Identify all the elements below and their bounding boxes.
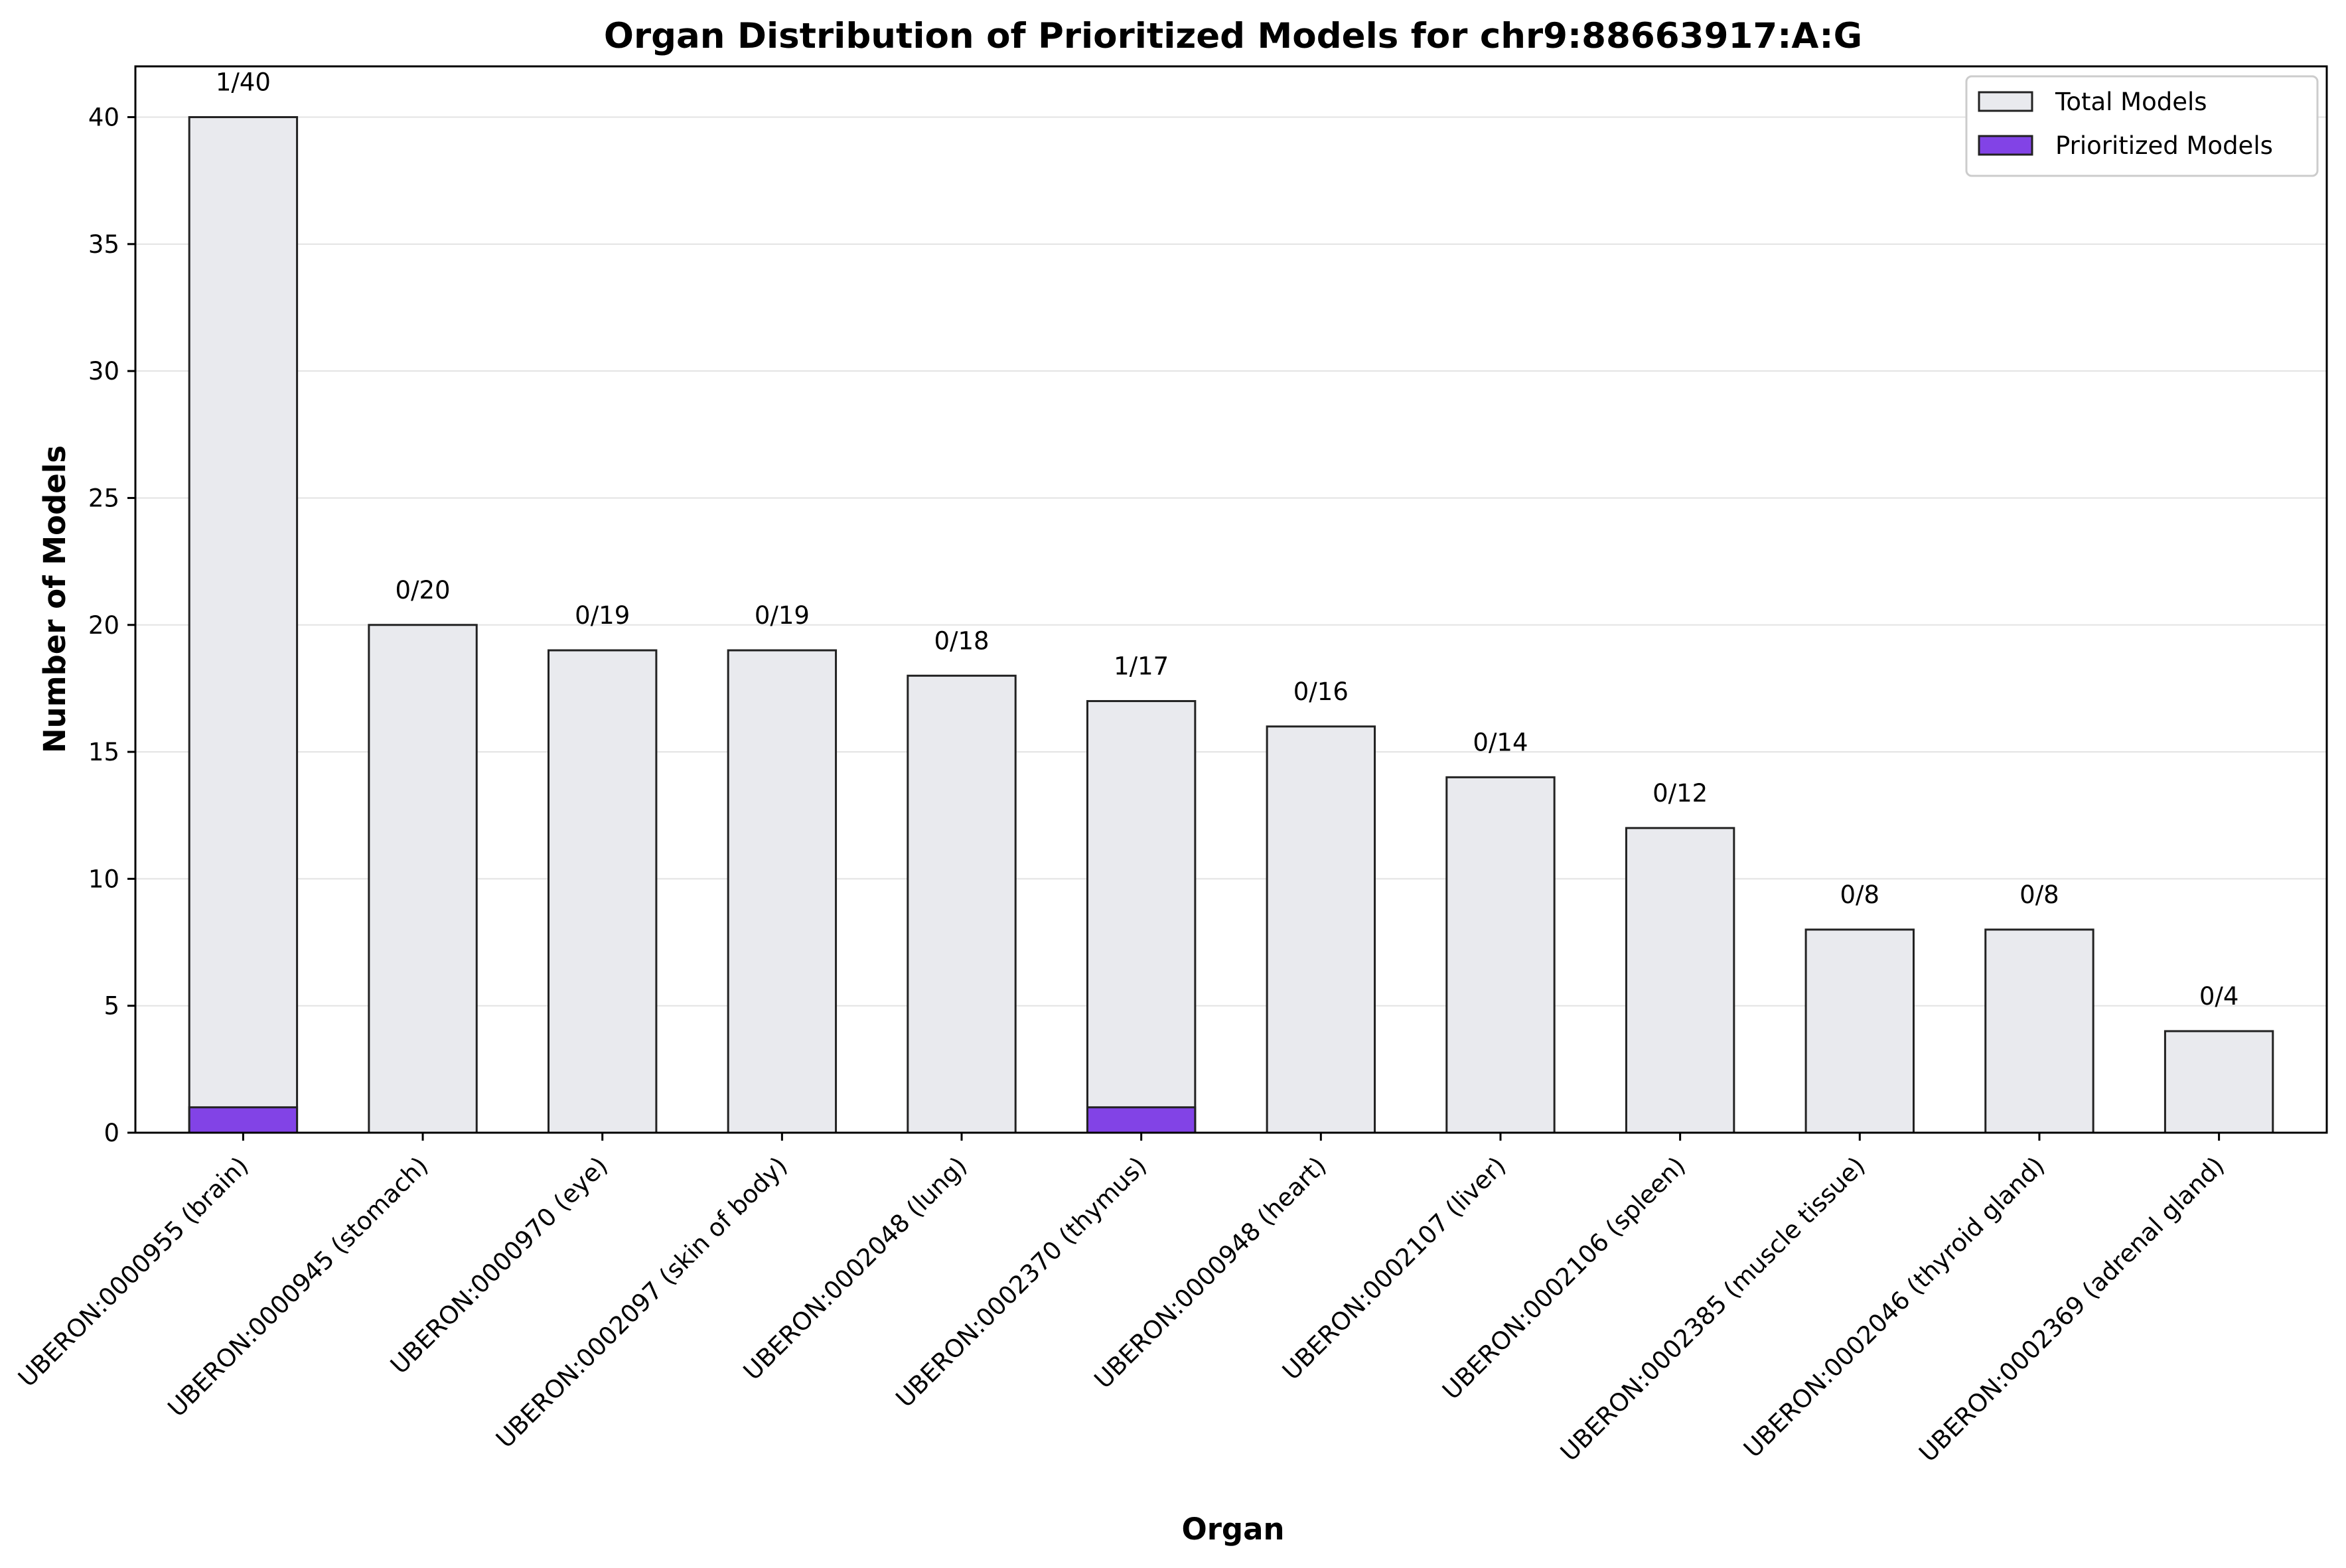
y-axis-label: Number of Models (37, 445, 72, 753)
plot-area-frame (134, 65, 2328, 1134)
data-label: 0/4 (2199, 982, 2239, 1011)
data-label: 0/19 (575, 601, 630, 630)
bar-total (2163, 1030, 2274, 1134)
data-label: 1/40 (216, 68, 271, 97)
y-tick-label: 30 (88, 357, 119, 386)
data-label: 0/18 (934, 626, 989, 655)
data-label: 0/20 (396, 576, 451, 605)
bar-prioritized (1086, 1106, 1197, 1134)
bar-total (1266, 725, 1376, 1134)
bar-total (907, 674, 1017, 1134)
y-tick-label: 10 (88, 865, 119, 893)
y-tick-label: 0 (104, 1119, 119, 1147)
legend-label-prioritized: Prioritized Models (2055, 131, 2273, 160)
bar-total (368, 624, 478, 1134)
data-label: 0/8 (2019, 881, 2059, 909)
legend: Total Models Prioritized Models (1965, 75, 2319, 177)
y-tick-label: 20 (88, 611, 119, 640)
y-tick-label: 25 (88, 484, 119, 512)
legend-swatch-prioritized (1978, 135, 2033, 156)
data-label: 0/8 (1840, 881, 1880, 909)
data-label: 1/17 (1114, 652, 1169, 681)
data-label: 0/12 (1652, 779, 1708, 808)
legend-frame (1965, 75, 2319, 177)
chart-title: Organ Distribution of Prioritized Models… (604, 16, 1862, 56)
legend-swatch-total (1978, 91, 2033, 112)
data-label: 0/14 (1473, 728, 1528, 756)
y-axis: 0 5 10 15 20 25 30 35 40 (88, 104, 135, 1147)
bar-prioritized (188, 1106, 299, 1134)
data-label: 0/16 (1293, 677, 1349, 706)
bar-total (1984, 928, 2094, 1134)
bar-total (188, 116, 299, 1134)
x-axis-label: Organ (1181, 1512, 1284, 1547)
y-tick-label: 5 (104, 992, 119, 1021)
bar-total (548, 649, 658, 1134)
bar-total (1086, 700, 1197, 1134)
legend-label-total: Total Models (2055, 88, 2207, 116)
bar-total (1804, 928, 1915, 1134)
bar-total (1445, 776, 1556, 1134)
bar-total (1625, 827, 1735, 1134)
y-tick-label: 15 (88, 738, 119, 766)
y-tick-label: 40 (88, 104, 119, 132)
value-labels: 1/40 0/20 0/19 0/19 0/18 1/17 0/16 0/14 0/12 0/8 0… (216, 68, 2239, 1011)
bar-total (727, 649, 838, 1134)
y-tick-label: 35 (88, 230, 119, 259)
data-label: 0/19 (755, 601, 810, 630)
bars (188, 116, 2274, 1134)
